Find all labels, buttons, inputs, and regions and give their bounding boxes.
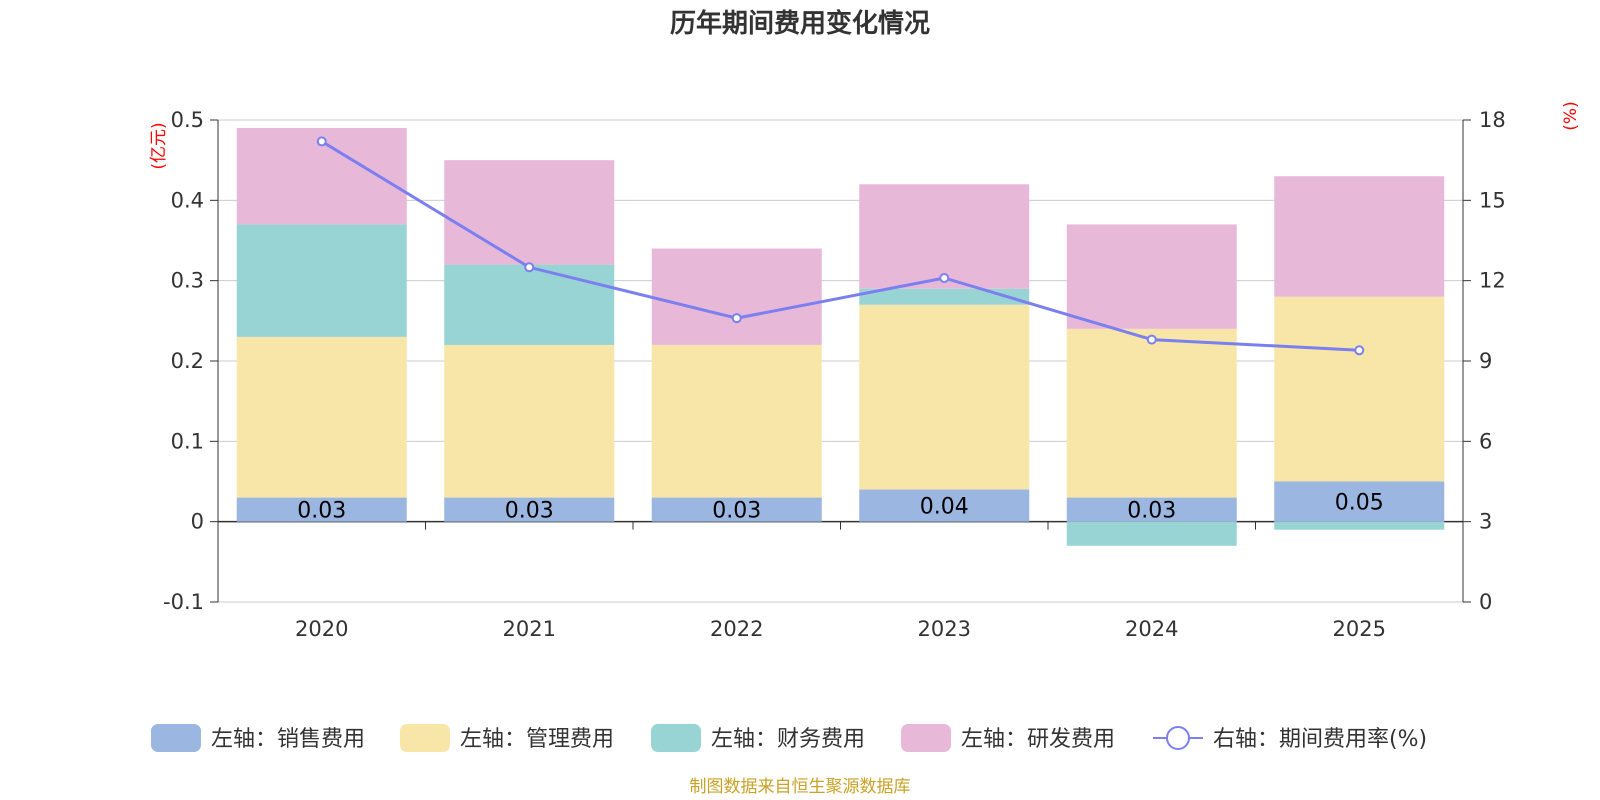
legend-swatch (400, 724, 450, 752)
legend-label: 右轴：期间费用率(%) (1213, 727, 1427, 752)
rate-point (939, 272, 950, 283)
left-tick-label: 0.2 (171, 349, 204, 373)
data-label: 0.03 (712, 499, 761, 524)
bar-segment (1274, 296, 1445, 482)
bars-layer (236, 128, 1445, 546)
left-tick-label: 0.1 (171, 429, 204, 453)
data-label: 0.04 (920, 495, 969, 520)
bar-segment (236, 336, 407, 498)
bar-segment (1066, 497, 1237, 522)
bar-segment (1274, 176, 1445, 297)
data-label: 0.03 (297, 499, 346, 524)
right-tick-label: 6 (1479, 429, 1492, 453)
legend-swatch (151, 724, 201, 752)
bar-segment (651, 497, 822, 522)
right-tick-label: 12 (1479, 269, 1506, 293)
bar-segment (1274, 521, 1445, 530)
bar-segment (859, 184, 1030, 289)
chart-title: 历年期间费用变化情况 (670, 8, 930, 39)
right-tick-label: 0 (1479, 590, 1492, 614)
x-tick-label: 2021 (503, 617, 556, 641)
bar-segment (859, 304, 1030, 490)
rate-point (731, 313, 742, 324)
legend-circle-icon (1166, 726, 1190, 750)
right-tick-label: 18 (1479, 108, 1506, 132)
x-tick-label: 2023 (918, 617, 971, 641)
legend-swatch (901, 724, 951, 752)
bar-segment (1274, 481, 1445, 522)
right-tick-label: 9 (1479, 349, 1492, 373)
axes: -0.1 0 0.1 0.2 0.3 0.4 0.5 0 3 6 9 12 15 18 (亿元) (%) 202… (149, 101, 1581, 641)
legend-swatch (651, 724, 701, 752)
data-label: 0.03 (1127, 499, 1176, 524)
rate-point (524, 262, 535, 273)
x-tick-label: 2020 (295, 617, 348, 641)
line-layer (316, 136, 1365, 356)
legend[interactable]: 左轴：销售费用 左轴：管理费用 左轴：财务费用 左轴：研发费用 右轴：期间费用率(%) (151, 724, 1427, 752)
x-tick-label: 2022 (710, 617, 763, 641)
x-tick-label: 2024 (1125, 617, 1178, 641)
rate-point (316, 136, 327, 147)
data-label: 0.05 (1335, 491, 1384, 516)
left-tick-label: 0 (191, 510, 204, 534)
legend-label: 左轴：销售费用 (211, 727, 365, 752)
bar-segment (651, 344, 822, 498)
right-tick-label: 15 (1479, 188, 1506, 212)
bar-segment (1066, 224, 1237, 329)
bar-segment (859, 288, 1030, 305)
legend-label: 左轴：管理费用 (460, 727, 614, 752)
bar-segment (444, 264, 615, 345)
bar-segment (236, 224, 407, 337)
bar-segment (444, 160, 615, 265)
source-note: 制图数据来自恒生聚源数据库 (690, 777, 911, 797)
left-axis-unit: (亿元) (149, 122, 169, 169)
bar-segment (1066, 521, 1237, 546)
left-tick-label: -0.1 (163, 590, 204, 614)
left-tick-label: 0.3 (171, 269, 204, 293)
data-labels-layer: 0.03 0.03 0.03 0.04 0.03 0.05 (297, 491, 1383, 524)
bar-segment (651, 248, 822, 345)
bar-segment (444, 344, 615, 498)
data-label: 0.03 (505, 499, 554, 524)
rate-line (320, 140, 1360, 352)
bar-segment (236, 497, 407, 522)
left-tick-label: 0.5 (171, 108, 204, 132)
legend-label: 左轴：财务费用 (711, 727, 865, 752)
bar-segment (1066, 328, 1237, 498)
bar-segment (444, 497, 615, 522)
legend-label: 左轴：研发费用 (961, 727, 1115, 752)
rate-point (1354, 345, 1365, 356)
left-tick-label: 0.4 (171, 188, 204, 212)
x-tick-label: 2025 (1333, 617, 1386, 641)
rate-point (1146, 334, 1157, 345)
right-axis-unit: (%) (1561, 101, 1581, 130)
right-tick-label: 3 (1479, 510, 1492, 534)
bar-segment (859, 489, 1030, 522)
